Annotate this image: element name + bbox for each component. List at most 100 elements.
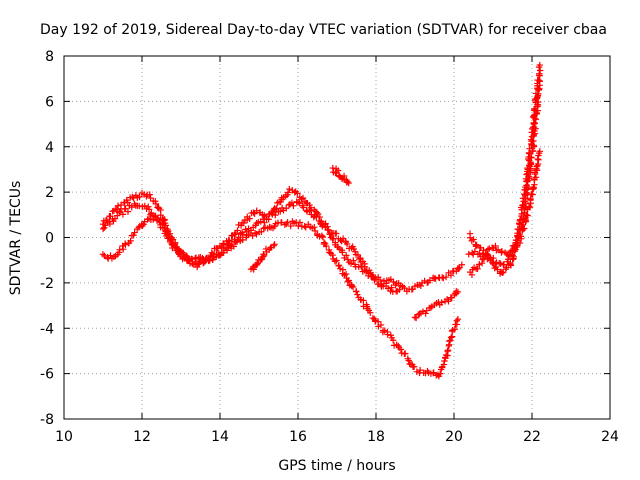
data-point: [290, 202, 297, 209]
data-point: [120, 245, 127, 253]
data-point: [534, 92, 542, 99]
data-point: [454, 288, 462, 296]
y-tick-label: -8: [40, 412, 54, 428]
data-point: [476, 250, 483, 257]
data-point: [226, 242, 233, 249]
data-point: [114, 202, 122, 209]
data-point: [446, 337, 453, 345]
data-point: [350, 257, 357, 264]
data-point: [130, 232, 137, 239]
data-marks: [99, 61, 544, 380]
data-point: [354, 291, 361, 298]
data-point: [326, 249, 333, 256]
data-point: [194, 263, 201, 271]
data-point: [192, 261, 199, 268]
data-point: [260, 252, 268, 260]
data-point: [451, 326, 458, 333]
y-tick-label: -4: [40, 321, 54, 337]
data-point: [357, 263, 365, 270]
data-point: [136, 202, 143, 210]
data-point: [284, 219, 291, 226]
data-point: [474, 265, 481, 273]
x-tick-labels: 10 12 14 16 18 20 22 24: [55, 429, 619, 445]
data-point: [230, 243, 238, 250]
data-point: [169, 236, 177, 243]
data-point: [531, 120, 538, 127]
data-point: [313, 209, 321, 216]
data-point: [442, 273, 450, 281]
data-point: [372, 275, 380, 283]
data-point: [396, 286, 403, 293]
data-point: [311, 223, 318, 231]
data-point: [106, 220, 114, 228]
data-point: [233, 238, 241, 245]
data-point: [534, 155, 541, 163]
data-point: [277, 208, 284, 215]
data-point: [369, 272, 376, 280]
data-point: [478, 259, 486, 267]
chart-title: Day 192 of 2019, Sidereal Day-to-day VTE…: [40, 22, 607, 38]
data-point: [298, 196, 305, 203]
data-point: [536, 70, 543, 77]
data-point: [151, 213, 159, 220]
data-point: [497, 260, 504, 267]
x-axis-label: GPS time / hours: [278, 458, 395, 474]
y-tick-label: -6: [40, 367, 54, 383]
data-point: [494, 246, 502, 253]
data-point: [436, 370, 444, 377]
data-point: [480, 247, 487, 254]
data-point: [367, 273, 375, 280]
x-tick-label: 22: [523, 429, 541, 445]
data-point: [180, 251, 187, 258]
x-tick-label: 18: [367, 429, 385, 445]
data-point: [271, 241, 278, 248]
data-point: [265, 216, 272, 223]
data-point: [262, 245, 270, 253]
data-point: [101, 252, 108, 260]
data-point: [319, 233, 327, 241]
data-point: [326, 230, 333, 238]
x-tick-label: 16: [289, 429, 307, 445]
data-point: [311, 227, 319, 235]
data-point: [522, 216, 529, 223]
data-point: [159, 220, 166, 227]
data-point: [343, 240, 351, 248]
data-point: [329, 164, 336, 172]
data-point: [441, 357, 448, 365]
data-point: [116, 208, 124, 215]
data-point: [156, 218, 163, 226]
data-point: [294, 190, 301, 197]
data-point: [288, 199, 296, 207]
data-point: [448, 333, 456, 340]
data-point: [445, 298, 452, 305]
data-point: [343, 252, 350, 259]
data-point: [507, 260, 514, 267]
data-point: [360, 297, 367, 304]
data-point: [367, 309, 374, 316]
data-point: [535, 85, 543, 93]
data-point: [416, 310, 423, 318]
series-2: [99, 211, 462, 380]
x-tick-label: 10: [55, 429, 73, 445]
data-point: [239, 236, 246, 244]
data-point: [422, 310, 429, 317]
data-point: [427, 304, 434, 312]
data-point: [188, 255, 195, 262]
data-point: [525, 173, 532, 180]
series-8: [466, 148, 543, 277]
data-point: [530, 143, 538, 150]
data-point: [251, 229, 259, 237]
y-tick-label: 8: [45, 49, 54, 65]
data-point: [336, 265, 344, 272]
data-point: [127, 237, 134, 245]
data-point: [174, 246, 181, 254]
data-point: [316, 213, 324, 221]
data-point: [324, 226, 332, 234]
data-point: [447, 272, 455, 279]
data-point: [524, 212, 531, 219]
data-point: [444, 347, 451, 355]
data-point: [240, 219, 248, 227]
data-point: [532, 116, 539, 123]
data-point: [270, 242, 278, 249]
data-point: [484, 246, 492, 253]
